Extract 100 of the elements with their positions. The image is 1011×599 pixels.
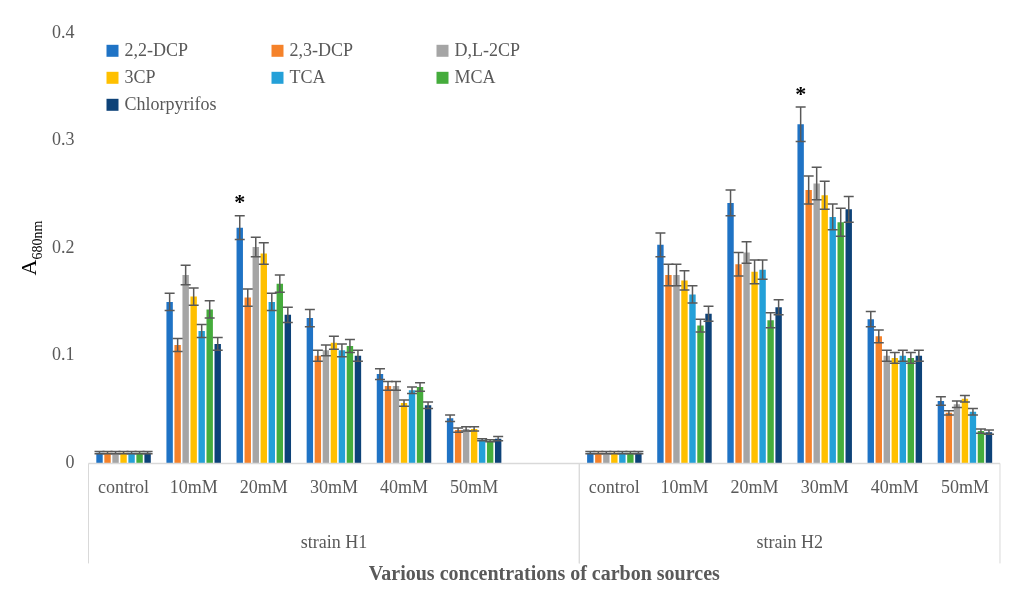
bar [953,404,961,464]
bar [314,355,322,464]
legend-label: MCA [454,66,496,87]
bar [120,452,127,464]
bar [665,275,672,464]
bar [198,330,205,464]
bar [837,222,844,464]
bar [767,320,774,464]
y-tick-label: 0.1 [52,344,75,365]
bar [174,344,181,464]
x-tick-label: 40mM [870,476,919,497]
bar [867,319,874,464]
x-tick-label: 30mM [309,476,358,497]
bar [759,269,766,464]
text: strain H1 [300,532,368,553]
bar [376,374,384,464]
y-axis-title: A680nm [16,220,45,276]
bar [330,342,338,464]
bar [136,452,143,464]
bar [697,325,704,464]
bar [338,350,346,464]
bar [627,452,634,464]
bar [587,452,594,464]
bar [96,452,103,464]
bar [595,452,602,464]
bar [611,452,618,464]
x-tick-label: control [98,476,150,497]
bar [244,297,251,464]
bar [214,343,221,464]
bar [813,183,820,464]
annotation: * [795,80,807,106]
x-tick-label: 50mM [940,476,989,497]
bar [657,244,664,464]
x-axis-title: Various concentrations of carbon sources [368,562,720,585]
bar [284,314,292,464]
bar [907,357,915,464]
bar [797,124,804,464]
bar [883,355,890,464]
bar [190,296,197,464]
x-tick-label: 10mM [169,476,218,497]
bar [166,301,173,464]
bar [408,390,416,464]
bar [354,355,362,464]
legend-label: 2,3-DCP [289,39,354,60]
x-tick-label: 40mM [380,476,429,497]
bar [673,275,680,464]
x-tick-label: 50mM [450,476,499,497]
bar [424,405,432,464]
bar [603,452,610,464]
x-tick-label: 20mM [239,476,288,497]
x-tick-label: control [588,476,640,497]
text: strain H2 [756,532,823,553]
bar [899,355,907,464]
bar [735,264,742,464]
legend-label: 2,2-DCP [124,39,189,60]
bar [128,452,135,464]
bar [775,307,782,464]
bar [937,400,945,464]
bar [891,357,899,464]
bar [821,195,828,464]
bar [322,350,330,464]
bar [236,227,243,464]
bar [751,271,758,464]
bar [727,202,734,464]
bar [829,216,836,464]
bar [276,283,284,464]
bar [182,275,189,464]
x-tick-label: 20mM [730,476,779,497]
bar [915,355,923,464]
bar [416,386,424,464]
bar [400,403,408,464]
x-tick-label: 30mM [800,476,849,497]
bar [805,189,812,464]
bar [689,294,696,464]
bar [743,252,750,464]
legend-label: 3CP [124,66,156,87]
bar [619,452,626,464]
bar [635,452,642,464]
bar [845,209,852,464]
bar [112,452,119,464]
bar [144,452,151,464]
bar [346,346,354,464]
bar [252,247,259,464]
bar [206,309,213,464]
annotation: * [234,189,246,215]
bar [875,336,882,464]
y-tick-label: 0.4 [52,21,75,42]
bar [306,318,314,464]
legend-label: D,L-2CP [454,39,521,60]
bar [268,301,275,464]
bar [705,313,712,464]
bar [681,280,688,464]
bar [260,253,267,464]
y-tick-label: 0 [65,452,75,473]
legend-label: TCA [289,66,326,87]
y-tick-label: 0.2 [52,236,75,257]
bar [104,452,111,464]
y-tick-label: 0.3 [52,129,75,150]
x-tick-label: 10mM [660,476,709,497]
legend-label: Chlorpyrifos [124,93,217,114]
